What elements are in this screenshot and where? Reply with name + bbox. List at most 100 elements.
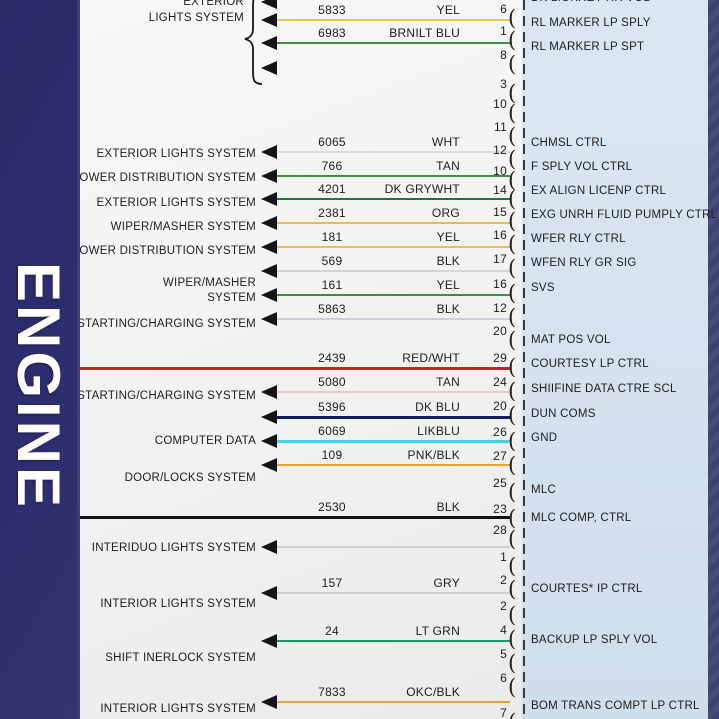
wire-line xyxy=(277,198,510,200)
system-label: POWER DISTRIBUTION SYSTEM xyxy=(71,172,256,184)
pin-number: 20 xyxy=(493,399,507,413)
direction-arrow xyxy=(261,434,277,448)
wire-number: 7833 xyxy=(318,685,346,699)
direction-arrow xyxy=(261,61,277,75)
connector-panel xyxy=(522,0,708,719)
wire-line xyxy=(80,366,510,370)
wire-number: 2439 xyxy=(318,351,346,365)
pin-number: 25 xyxy=(493,476,507,490)
pin-number: 16 xyxy=(493,228,507,242)
direction-arrow xyxy=(261,216,277,230)
system-label: INTERIDUO LIGHTS SYSTEM xyxy=(91,542,256,554)
wire-color-code: WHT xyxy=(431,135,460,149)
direction-arrow xyxy=(261,264,277,278)
pin-number: 11 xyxy=(494,120,507,134)
wire-color-code: ORG xyxy=(431,206,460,220)
pin-number: 2 xyxy=(500,599,507,613)
pin-number: 10 xyxy=(493,164,507,178)
wire-line xyxy=(277,318,510,320)
wire-number: 161 xyxy=(321,278,343,292)
wire-line xyxy=(277,391,510,393)
direction-arrow xyxy=(261,586,277,600)
wire-color-code: DK BLU xyxy=(415,400,460,414)
system-label: SYSTEM xyxy=(207,292,256,304)
direction-arrow xyxy=(261,410,277,424)
system-label: EXTERIOR LIGHTS SYSTEM xyxy=(96,197,256,209)
pin-number: 1 xyxy=(500,24,507,38)
pin-number: 12 xyxy=(493,143,507,157)
diagram-layer: 5833 YEL 6983 BRNILT BLU 6065 WHT 766 TAN 4201 DK… xyxy=(71,0,719,719)
system-label: EXTERIOR xyxy=(183,0,244,8)
system-label: INTERIOR LIGHTS SYSTEM xyxy=(100,598,256,610)
connector-terminal-icon: ( xyxy=(508,281,517,305)
signal-label: MLC xyxy=(531,484,557,496)
pin-number: 10 xyxy=(493,97,507,111)
direction-arrow xyxy=(261,240,277,254)
pin-number: 3 xyxy=(500,77,507,91)
pin-number: 16 xyxy=(493,277,507,291)
wire-line xyxy=(277,415,510,419)
pin-number: 17 xyxy=(493,252,507,266)
wire-line xyxy=(80,515,510,519)
wire-line xyxy=(277,270,510,272)
connector-terminal-icon: ( xyxy=(508,328,517,352)
connector-terminal-icon: ( xyxy=(508,28,517,52)
engine-side-panel: ENGINE xyxy=(0,0,80,719)
pin-number: 23 xyxy=(493,502,507,516)
pin-number: 5 xyxy=(500,647,507,661)
pin-number: 6 xyxy=(500,2,507,16)
wire-number: 2381 xyxy=(318,206,346,220)
signal-label: RL MARKER LP SPT xyxy=(531,41,645,53)
connector-terminal-icon: ( xyxy=(508,675,517,699)
signal-label: BACKUP LP SPLY VOL xyxy=(531,634,658,646)
pin-number: 14 xyxy=(493,183,507,197)
system-label: STARTING/CHARGING SYSTEM xyxy=(77,318,256,330)
wire-color-code: BRNILT BLU xyxy=(389,26,460,40)
signal-label: SVS xyxy=(531,282,555,294)
connector-terminal-icon: ( xyxy=(508,81,517,105)
pin-number: 26 xyxy=(493,425,507,439)
wire-number: 6983 xyxy=(318,26,346,40)
signal-label: DK LIGKREY RR VOL xyxy=(531,0,650,5)
connector-terminal-icon: ( xyxy=(508,627,517,651)
wire-number: 766 xyxy=(321,159,343,173)
system-label: COMPUTER DATA xyxy=(154,435,256,447)
connector-terminal-icon: ( xyxy=(508,147,517,171)
signal-label: GND xyxy=(531,432,558,444)
direction-arrow xyxy=(261,0,277,9)
system-label: EXTERIOR LIGHTS SYSTEM xyxy=(96,148,256,160)
wire-number: 6069 xyxy=(318,424,346,438)
signal-label: BOM TRANS COMPT LP CTRL xyxy=(531,700,700,712)
wire-line xyxy=(277,546,510,548)
wire-color-code: RED/WHT xyxy=(402,351,460,365)
group-brace xyxy=(244,0,263,85)
wire-line xyxy=(277,701,510,703)
wire-line xyxy=(277,19,510,21)
wire-color-code: YEL xyxy=(436,278,460,292)
pin-number: 28 xyxy=(493,523,507,537)
wire-color-code: YEL xyxy=(436,3,460,17)
direction-arrow xyxy=(261,36,277,50)
wire-color-code: PNK/BLK xyxy=(407,448,460,462)
signal-label: RL MARKER LP SPLY xyxy=(531,17,651,29)
system-label: DOOR/LOCKS SYSTEM xyxy=(124,472,256,484)
system-label: LIGHTS SYSTEM xyxy=(148,12,244,24)
system-label: WIPER/MASHER SYSTEM xyxy=(110,221,256,233)
wire-line xyxy=(277,464,510,466)
pin-number: 20 xyxy=(493,324,507,338)
connector-terminal-icon: ( xyxy=(508,256,517,280)
connector-terminal-icon: ( xyxy=(508,52,517,76)
direction-arrow xyxy=(261,540,277,554)
wire-color-code: BLK xyxy=(436,302,460,316)
connector-terminal-icon: ( xyxy=(508,710,516,719)
pin-number: 27 xyxy=(493,449,507,463)
wire-number: 4201 xyxy=(318,182,346,196)
connector-terminal-icon: ( xyxy=(508,379,517,403)
wire-line xyxy=(277,151,510,153)
connector-terminal-icon: ( xyxy=(508,453,517,477)
wire-color-code: YEL xyxy=(436,230,460,244)
wire-color-code: BLK xyxy=(436,254,460,268)
connector-terminal-icon: ( xyxy=(508,6,517,30)
pin-number: 6 xyxy=(500,671,507,685)
